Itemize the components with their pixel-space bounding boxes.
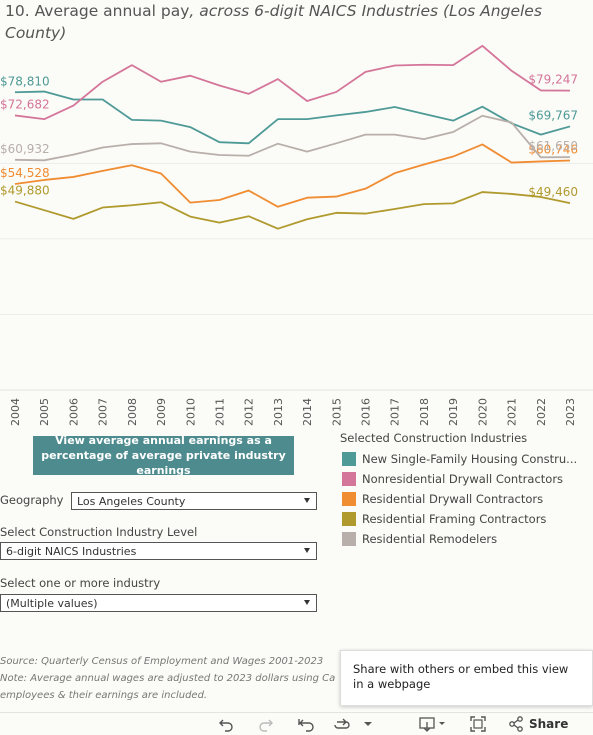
x-tick-label: 2006	[67, 398, 80, 426]
x-tick-label: 2018	[418, 398, 431, 426]
data-label: $69,767	[528, 108, 578, 122]
undo-icon[interactable]	[218, 713, 234, 735]
x-tick-label: 2011	[213, 398, 226, 426]
refresh-icon[interactable]	[333, 713, 351, 735]
x-tick-label: 2015	[330, 398, 343, 426]
legend-swatch	[342, 492, 356, 506]
chart-title: 10. Average annual pay, across 6-digit N…	[5, 0, 585, 44]
series-line	[14, 143, 571, 208]
x-tick-label: 2008	[126, 398, 139, 426]
x-tick-label: 2022	[535, 398, 548, 426]
legend-item-nonresidential-drywall[interactable]: Nonresidential Drywall Contractors	[342, 471, 563, 487]
legend-item-residential-framing[interactable]: Residential Framing Contractors	[342, 511, 546, 527]
legend-title: Selected Construction Industries	[340, 431, 528, 445]
chevron-down-icon	[304, 600, 310, 605]
legend-swatch	[342, 452, 356, 466]
fullscreen-icon[interactable]	[470, 713, 486, 735]
series-line	[14, 90, 571, 145]
data-label: $72,682	[0, 97, 50, 111]
industry-level-dropdown[interactable]: 6-digit NAICS Industries	[0, 542, 317, 560]
share-button[interactable]: Share	[508, 713, 568, 735]
data-label: $49,880	[0, 184, 50, 198]
x-tick-label: 2013	[272, 398, 285, 426]
legend-item-residential-drywall[interactable]: Residential Drywall Contractors	[342, 491, 543, 507]
toolbar: Share	[0, 712, 593, 735]
share-label: Share	[529, 717, 569, 731]
x-tick-label: 2004	[9, 398, 22, 426]
x-tick-label: 2023	[564, 398, 577, 426]
revert-icon[interactable]	[297, 713, 315, 735]
data-label: $54,528	[0, 166, 50, 180]
geography-label: Geography	[0, 493, 64, 507]
legend-swatch	[342, 512, 356, 526]
legend-label: Residential Framing Contractors	[362, 512, 547, 526]
x-tick-label: 2014	[301, 398, 314, 426]
x-tick-label: 2007	[97, 398, 110, 426]
x-tick-label: 2012	[243, 398, 256, 426]
legend-swatch	[342, 472, 356, 486]
data-label: $79,247	[528, 73, 578, 87]
chevron-down-icon	[304, 548, 310, 553]
legend-label: Nonresidential Drywall Contractors	[362, 472, 564, 486]
chevron-down-icon[interactable]	[363, 713, 373, 735]
legend-item-residential-remodelers[interactable]: Residential Remodelers	[342, 531, 497, 547]
x-tick-label: 2010	[184, 398, 197, 426]
legend-label: Residential Drywall Contractors	[362, 492, 544, 506]
industry-label: Select one or more industry	[0, 576, 161, 590]
data-label: $78,810	[0, 74, 50, 88]
x-tick-label: 2020	[476, 398, 489, 426]
adjustment-note-cont: employees & their earnings are included.	[0, 690, 208, 701]
data-label: $49,460	[528, 185, 578, 199]
series-line	[14, 114, 570, 162]
title-subtitle: , across 6-digit NAICS Industries (Los A…	[5, 2, 542, 42]
line-chart: 2004 2005 2006 2007 2008 2009 2010 2011 2012 2013…	[0, 44, 593, 426]
legend-item-new-single-family[interactable]: New Single-Family Housing Constru...	[342, 451, 577, 467]
legend-label: Residential Remodelers	[362, 532, 498, 546]
data-label: $60,746	[528, 143, 578, 157]
x-tick-label: 2021	[506, 398, 519, 426]
data-label: $61,650	[528, 139, 578, 153]
industry-dropdown[interactable]: (Multiple values)	[0, 594, 317, 612]
x-tick-label: 2009	[155, 398, 168, 426]
x-tick-label: 2016	[360, 398, 373, 426]
chevron-down-icon	[304, 498, 310, 503]
geography-dropdown[interactable]: Los Angeles County	[71, 492, 317, 510]
x-tick-label: 2005	[38, 398, 51, 426]
x-tick-label: 2017	[389, 398, 402, 426]
percentage-view-button[interactable]: View average annual earnings as a percen…	[33, 434, 294, 477]
download-icon[interactable]	[418, 713, 446, 735]
series-line	[14, 44, 570, 121]
redo-icon[interactable]	[258, 713, 274, 735]
series-line	[14, 191, 571, 230]
industry-level-value: 6-digit NAICS Industries	[6, 544, 137, 558]
industry-level-label: Select Construction Industry Level	[0, 525, 198, 539]
geography-value: Los Angeles County	[77, 494, 186, 508]
legend-swatch	[342, 532, 356, 546]
x-tick-label: 2019	[447, 398, 460, 426]
data-label: $60,932	[0, 142, 50, 156]
share-icon	[509, 716, 523, 732]
adjustment-note: Note: Average annual wages are adjusted …	[0, 673, 336, 684]
share-tooltip: Share with others or embed this view in …	[340, 650, 593, 706]
legend-label: New Single-Family Housing Constru...	[362, 452, 578, 466]
industry-value: (Multiple values)	[6, 596, 98, 610]
source-note: Source: Quarterly Census of Employment a…	[0, 656, 324, 667]
title-main: 10. Average annual pay	[5, 2, 190, 20]
